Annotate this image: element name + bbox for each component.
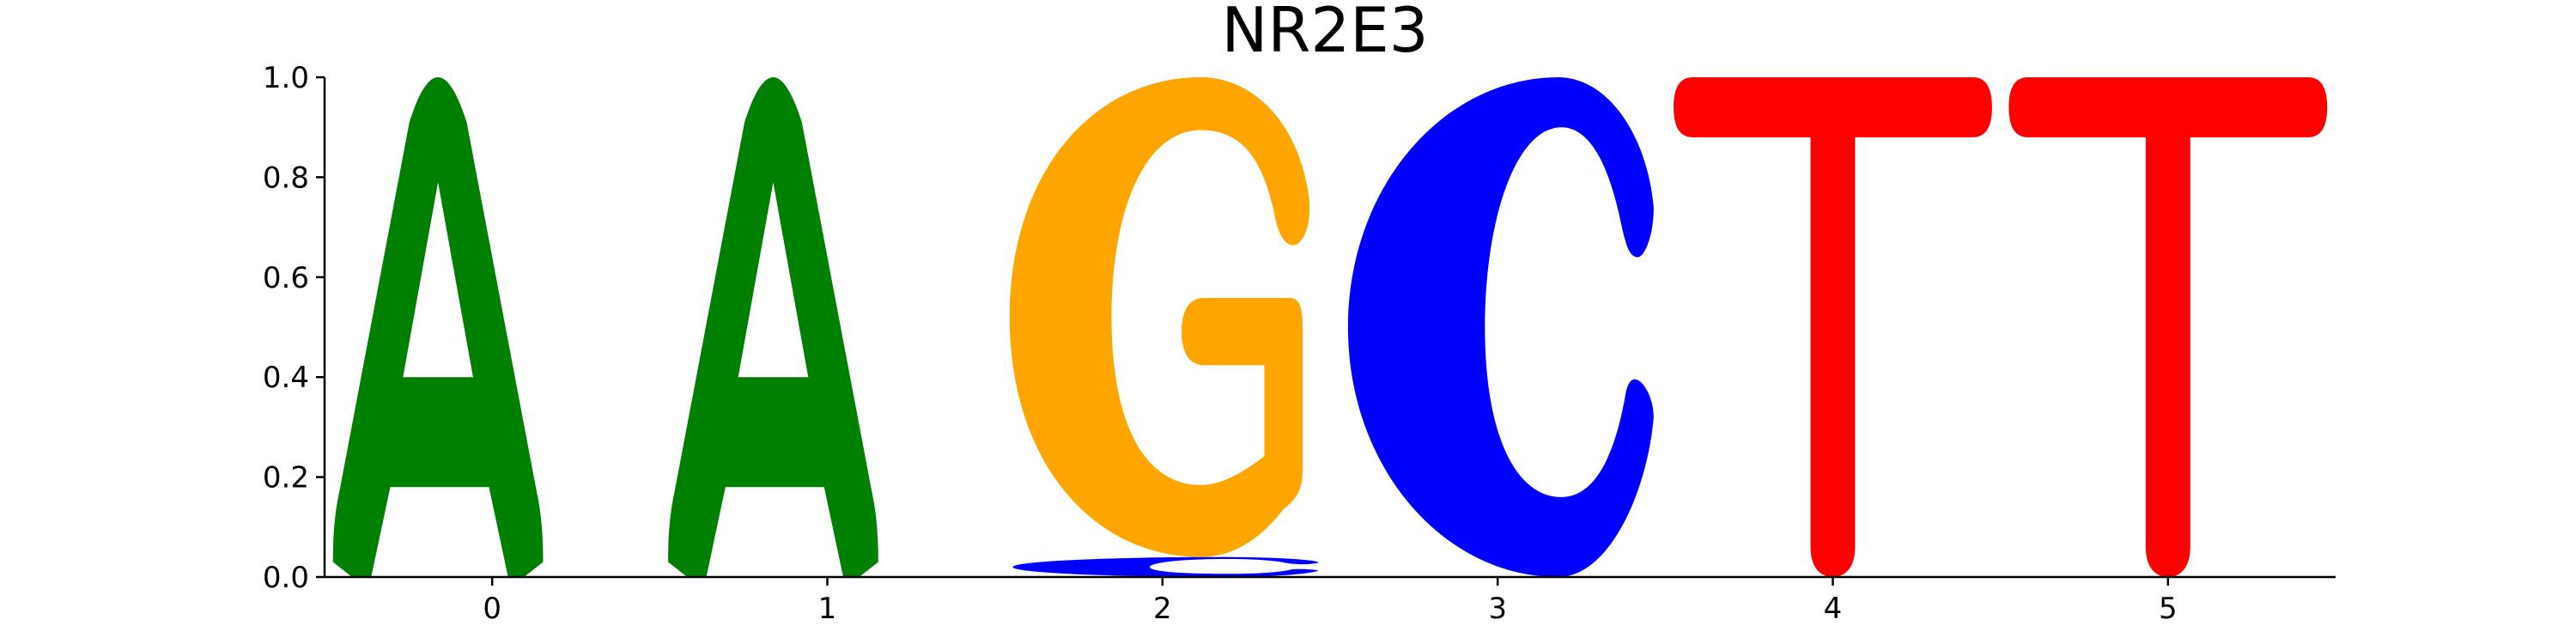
x-tick-label-1: 1 [818, 592, 837, 626]
y-tick-label-4: 0.8 [263, 161, 309, 195]
x-tick-label-2: 2 [1153, 592, 1172, 626]
y-tick-label-0: 0.0 [263, 561, 309, 595]
axes-layer: 0 1 2 3 4 5 0.0 0.2 0.4 0.6 0.8 1.0 [263, 61, 2336, 626]
y-tick-label-1: 0.2 [263, 461, 309, 495]
letters-layer [332, 77, 2328, 577]
x-tick-label-4: 4 [1824, 592, 1843, 626]
letter-c-position-2 [1012, 556, 1319, 577]
letter-t-position-4 [1674, 77, 1992, 577]
letter-c-position-3 [1347, 77, 1654, 577]
letter-t-position-5 [2008, 77, 2328, 577]
letter-a-position-1 [668, 77, 878, 577]
x-tick-label-0: 0 [483, 592, 501, 626]
letter-g-position-2 [1009, 77, 1310, 557]
y-tick-label-5: 1.0 [263, 61, 309, 95]
chart-title: NR2E3 [1222, 0, 1429, 66]
x-tick-label-3: 3 [1488, 592, 1507, 626]
y-tick-label-3: 0.6 [263, 261, 309, 295]
letter-a-position-0 [332, 77, 544, 577]
y-tick-label-2: 0.4 [263, 361, 309, 395]
x-tick-label-5: 5 [2159, 592, 2178, 626]
